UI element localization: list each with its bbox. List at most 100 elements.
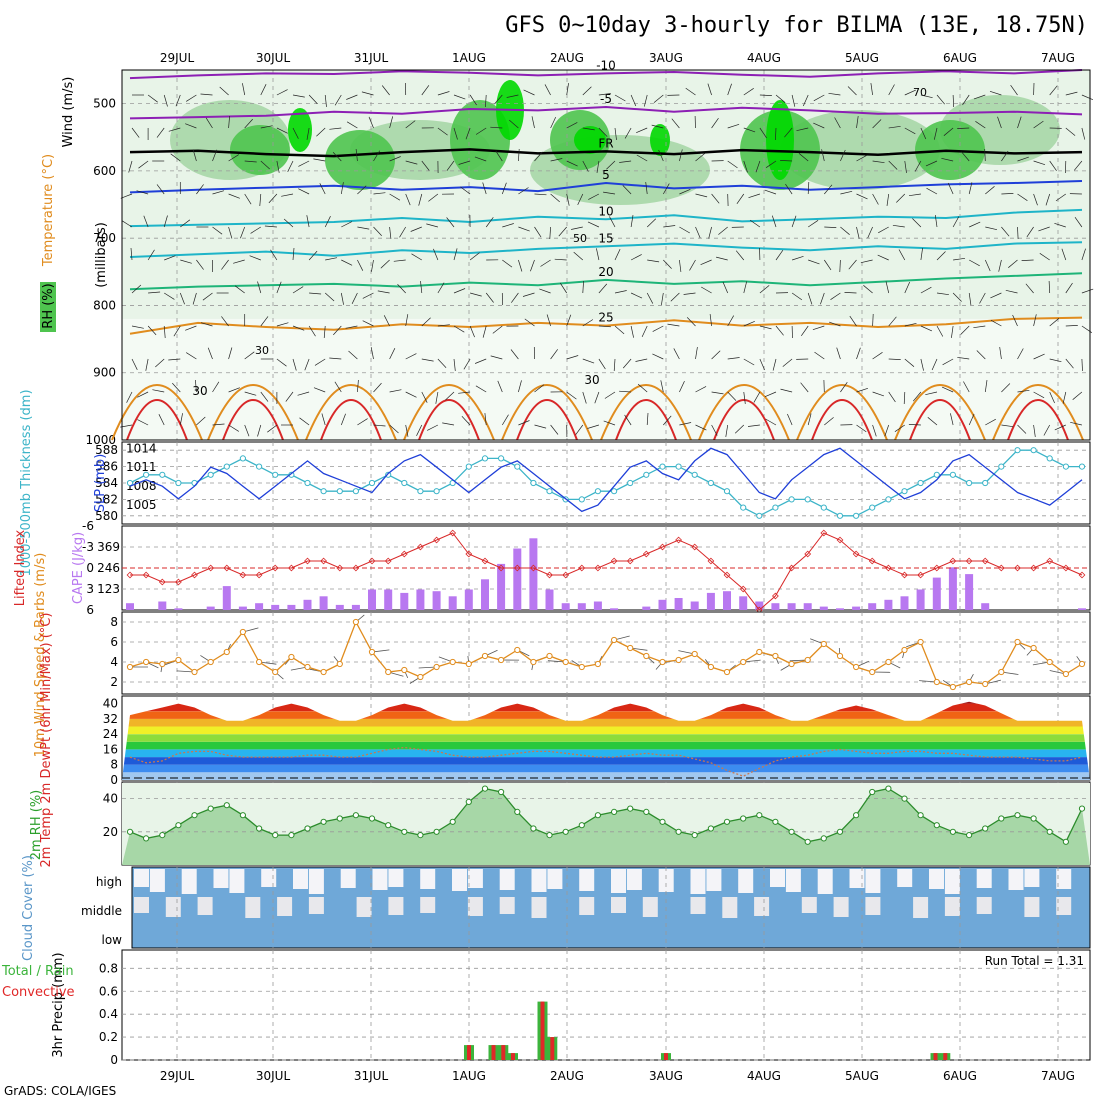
wind-barb: [973, 325, 986, 329]
wind-barb: [405, 160, 418, 165]
cape-bar: [158, 601, 167, 610]
precip-tick-label: 0.4: [99, 1007, 118, 1021]
wind10m-tick-label: 8: [110, 615, 118, 629]
li-tick-label: -6: [82, 519, 94, 533]
li-point: [788, 564, 795, 572]
wind-barb: [268, 193, 278, 204]
cloud-middle-gap: [944, 897, 960, 916]
wind-barb: [128, 160, 133, 173]
rh2m-series-point: [723, 818, 731, 825]
date-label-bottom: 5AUG: [845, 1069, 879, 1083]
wind-barb: [485, 292, 494, 303]
wind10m-series-point: [223, 648, 230, 656]
wind-barb: [679, 259, 682, 272]
wind-barb: [511, 292, 519, 303]
wind-barb: [577, 193, 584, 206]
cloud-middle-gap: [388, 897, 404, 915]
wind10m-series-point: [1046, 658, 1053, 666]
wind-barb: [872, 313, 874, 327]
wind-barb: [1017, 348, 1024, 360]
wind-barb: [662, 183, 670, 195]
wind-barb: [458, 391, 471, 394]
wind-barb: [540, 259, 551, 267]
thickness-series-point: [1062, 463, 1070, 470]
wind-barb: [482, 325, 487, 338]
wind-barb: [765, 418, 777, 426]
wind10m-series-point: [288, 653, 295, 661]
wind-barb: [990, 292, 1002, 299]
wind10m-series-point: [368, 648, 376, 656]
wind-barb: [646, 218, 657, 228]
rh2m-series-point: [514, 808, 521, 816]
wind-barb: [298, 188, 310, 195]
wind-barb: [867, 226, 873, 239]
wind10m-series-point: [191, 668, 198, 676]
wind10m-series-point: [594, 660, 602, 668]
wind-barb: [1001, 424, 1014, 428]
temp2m-tick-label: 16: [103, 742, 118, 756]
thickness-series-point: [740, 504, 747, 511]
cloud-high-gap: [785, 869, 801, 892]
wind-barb: [566, 193, 570, 206]
li-tick-label: 0: [86, 561, 94, 575]
li-point: [352, 564, 360, 572]
wind-barb: [630, 292, 643, 299]
wind-barb: [587, 424, 600, 429]
rh2m-series-point: [207, 805, 214, 812]
wind-barb: [952, 94, 955, 108]
isotherm-line: [129, 69, 1083, 80]
thickness-series-point: [481, 455, 489, 462]
wind-barb: [791, 215, 797, 228]
cloud-middle-gap: [197, 897, 213, 915]
wind10m-series-point: [611, 636, 618, 644]
wind-barb: [306, 127, 310, 140]
wind10m-series-point: [643, 652, 650, 660]
date-label-top: 31JUL: [354, 51, 389, 65]
wind10m-series-point: [578, 663, 585, 671]
isotherm-30-arch: [992, 384, 1084, 441]
wind-barb: [856, 387, 869, 393]
wind-barb: [1055, 193, 1067, 202]
wind-barb: [437, 91, 450, 96]
temp2m-tick-label: 0: [110, 773, 118, 787]
wind-barb: [377, 290, 390, 294]
isotherm-line: [129, 180, 1083, 194]
wind-barb: [250, 226, 261, 234]
cape-bar: [335, 604, 344, 610]
wind-barb: [1001, 226, 1010, 237]
wind-barb: [437, 127, 448, 136]
wind10m-series-point: [917, 638, 924, 646]
cape-bar: [448, 596, 457, 610]
wind-barb: [175, 94, 181, 107]
wind-barb: [598, 325, 611, 328]
wind-barb: [743, 358, 755, 366]
wind-barb: [941, 386, 954, 393]
thickness-series-point: [465, 463, 472, 470]
wind-barb: [416, 424, 423, 436]
wind-barb: [771, 215, 777, 228]
li-point: [465, 550, 473, 558]
wind-barb: [856, 347, 861, 360]
wind-barb: [345, 325, 358, 329]
rh2m-series-point: [401, 828, 408, 835]
precip-convective-bar: [943, 1053, 948, 1060]
wind-barb: [896, 193, 906, 203]
wind-barb: [1049, 358, 1062, 363]
cape-bar: [593, 601, 602, 610]
wind-barb: [727, 391, 737, 401]
wind-barb: [405, 353, 417, 360]
cape-bar: [884, 599, 893, 610]
cape-bar: [852, 606, 861, 610]
wind-barb: [1065, 91, 1078, 96]
wind10m-series-point: [126, 663, 134, 671]
wind-barb: [613, 358, 616, 372]
wind-barb: [212, 226, 223, 235]
wind-barb: [244, 160, 257, 163]
li-tick-label: 3: [86, 582, 94, 596]
wind-barb: [926, 187, 938, 195]
wind-barb: [856, 193, 868, 200]
rh2m-series-point: [1030, 815, 1037, 822]
wind-barb: [936, 325, 944, 337]
cloud-high-gap: [865, 869, 881, 893]
